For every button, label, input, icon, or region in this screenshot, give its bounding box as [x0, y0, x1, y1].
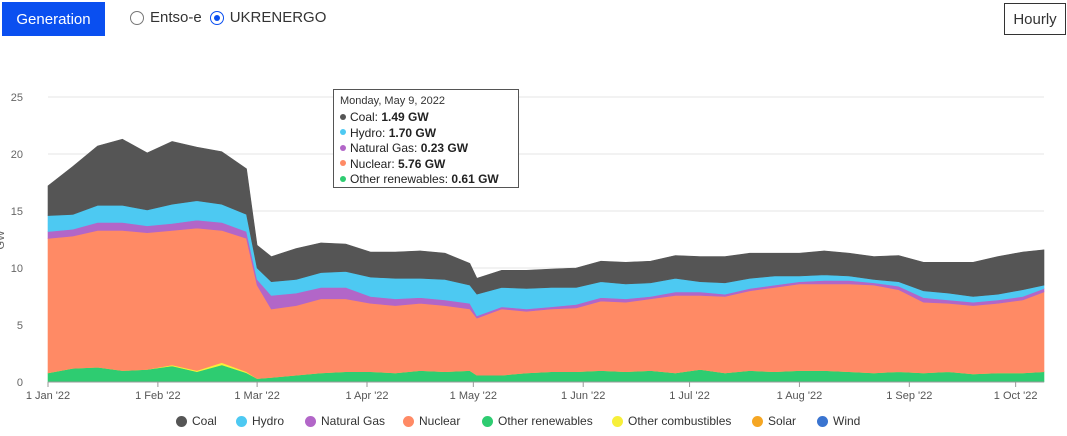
legend-item-hydro[interactable]: Hydro	[236, 414, 284, 428]
legend-item-solar[interactable]: Solar	[752, 414, 796, 428]
legend-dot-hydro	[236, 415, 247, 427]
tooltip-label-natural-gas: Natural Gas:	[350, 141, 418, 155]
tooltip-row-nuclear: Nuclear: 5.76 GW	[340, 157, 512, 173]
tooltip-dot-other-renewables	[340, 175, 346, 182]
chart-tooltip: Monday, May 9, 2022 Coal: 1.49 GW Hydro:…	[333, 89, 519, 188]
source-option-entsoe[interactable]: Entso-e	[130, 9, 202, 26]
entsoe-radio[interactable]	[130, 10, 144, 25]
tooltip-date: Monday, May 9, 2022	[340, 95, 445, 107]
legend-item-coal[interactable]: Coal	[176, 414, 217, 428]
ukrenergo-radio[interactable]	[209, 10, 224, 25]
legend-label-solar: Solar	[768, 414, 797, 428]
legend-label-hydro: Hydro	[252, 414, 285, 428]
x-tick-label-2022-06-01: 1 Jun '22	[561, 390, 605, 402]
legend-label-coal: Coal	[192, 414, 217, 428]
tooltip-dot-coal	[340, 113, 346, 120]
tooltip-value-other-renewables: 0.61 GW	[451, 172, 499, 186]
legend-label-other-combustibles: Other combustibles	[628, 414, 732, 428]
legend-item-other-combustibles[interactable]: Other combustibles	[612, 414, 731, 428]
legend-label-wind: Wind	[833, 414, 861, 428]
tooltip-dot-natural-gas	[340, 144, 346, 151]
legend-dot-natural-gas	[305, 415, 316, 427]
y-tick-label-0: 0	[17, 377, 23, 389]
tooltip-dot-nuclear	[340, 160, 346, 167]
chart-legend: Coal Hydro Natural Gas Nuclear Other ren…	[0, 414, 1067, 434]
tooltip-label-hydro: Hydro:	[350, 125, 386, 140]
generation-area-chart: 0 5 10 15 20 25 GW 1 Jan '22 1 Feb '22 1 Mar '22 1…	[0, 92, 1045, 402]
tooltip-label-coal: Coal:	[350, 110, 379, 124]
tooltip-row-hydro: Hydro: 1.70 GW	[340, 126, 512, 142]
source-option-ukrenergo[interactable]: UKRENERGO	[209, 9, 327, 26]
legend-label-nuclear: Nuclear	[419, 414, 461, 428]
legend-dot-other-renewables	[482, 415, 493, 427]
x-tick-label-2022-10-01: 1 Oct '22	[994, 390, 1038, 402]
legend-item-natural-gas[interactable]: Natural Gas	[305, 414, 385, 428]
x-tick-label-2022-04-01: 1 Apr '22	[345, 390, 388, 402]
tooltip-row-other-renewables: Other renewables: 0.61 GW	[340, 172, 512, 188]
legend-dot-nuclear	[403, 415, 414, 427]
tooltip-value-natural-gas: 0.23 GW	[420, 141, 469, 155]
tooltip-label-other-renewables: Other renewables:	[350, 172, 449, 186]
x-tick-label-2022-03-01: 1 Mar '22	[234, 390, 280, 402]
y-tick-label-25: 25	[11, 92, 23, 104]
tooltip-value-nuclear: 5.76 GW	[398, 156, 446, 171]
x-tick-label-2022-01-01: 1 Jan '22	[26, 390, 70, 402]
tooltip-row-coal: Coal: 1.49 GW	[340, 110, 512, 126]
generation-button[interactable]: Generation	[2, 2, 105, 36]
hourly-button[interactable]: Hourly	[1004, 3, 1066, 35]
tooltip-value-hydro: 1.70 GW	[388, 125, 437, 140]
x-tick-label-2022-08-01: 1 Aug '22	[777, 390, 823, 402]
legend-dot-other-combustibles	[612, 415, 623, 427]
legend-dot-coal	[176, 415, 187, 427]
x-tick-label-2022-09-01: 1 Sep '22	[886, 390, 932, 402]
x-tick-label-2022-05-01: 1 May '22	[450, 390, 497, 402]
tooltip-value-coal: 1.49 GW	[381, 110, 429, 124]
legend-item-wind[interactable]: Wind	[817, 414, 860, 428]
tooltip-label-nuclear: Nuclear:	[350, 156, 395, 171]
legend-label-other-renewables: Other renewables	[498, 414, 593, 428]
x-tick-label-2022-07-01: 1 Jul '22	[669, 390, 710, 402]
legend-label-natural-gas: Natural Gas	[321, 414, 386, 428]
legend-item-nuclear[interactable]: Nuclear	[403, 414, 460, 428]
x-tick-label-2022-02-01: 1 Feb '22	[135, 390, 181, 402]
y-axis-label: GW	[0, 230, 7, 250]
y-tick-label-20: 20	[11, 149, 23, 161]
entsoe-label: Entso-e	[150, 9, 202, 26]
source-selector: Entso-e UKRENERGO	[130, 9, 334, 26]
y-tick-label-15: 15	[11, 206, 23, 218]
legend-item-other-renewables[interactable]: Other renewables	[482, 414, 593, 428]
legend-dot-solar	[752, 415, 763, 427]
y-tick-label-5: 5	[17, 320, 23, 332]
ukrenergo-label: UKRENERGO	[229, 9, 327, 26]
y-tick-label-10: 10	[11, 263, 23, 275]
legend-dot-wind	[817, 415, 828, 427]
tooltip-row-natural-gas: Natural Gas: 0.23 GW	[340, 141, 512, 157]
tooltip-dot-hydro	[340, 129, 346, 136]
series-area-coal	[47, 138, 1045, 297]
